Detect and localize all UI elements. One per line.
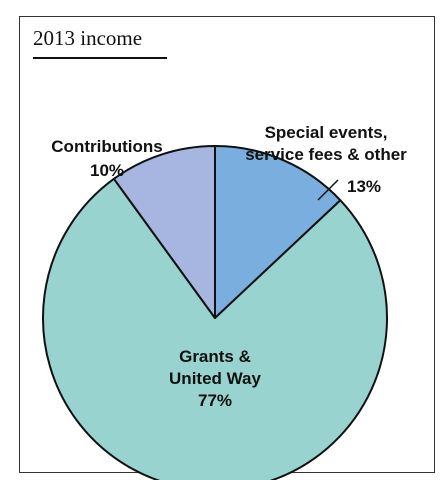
slice-label-2-line-1: Grants & [179,347,251,366]
slice-label-1-line-2: service fees & other [245,145,407,164]
slice-label-2-line-2: United Way [169,369,261,388]
slice-label-1-line-1: Special events, [265,123,388,142]
pie-slice-2 [42,177,388,480]
pie-slice-3 [112,145,216,319]
chart-title: 2013 income [33,26,143,50]
slice-percent-2: 77% [198,391,232,410]
pie-slice-1 [214,145,342,319]
slice-label-3-line-1: Contributions [51,137,162,156]
slice-percent-3: 10% [90,161,124,180]
title-underline [33,57,167,59]
leader-line-1 [317,179,339,201]
slice-percent-1: 13% [347,177,381,196]
